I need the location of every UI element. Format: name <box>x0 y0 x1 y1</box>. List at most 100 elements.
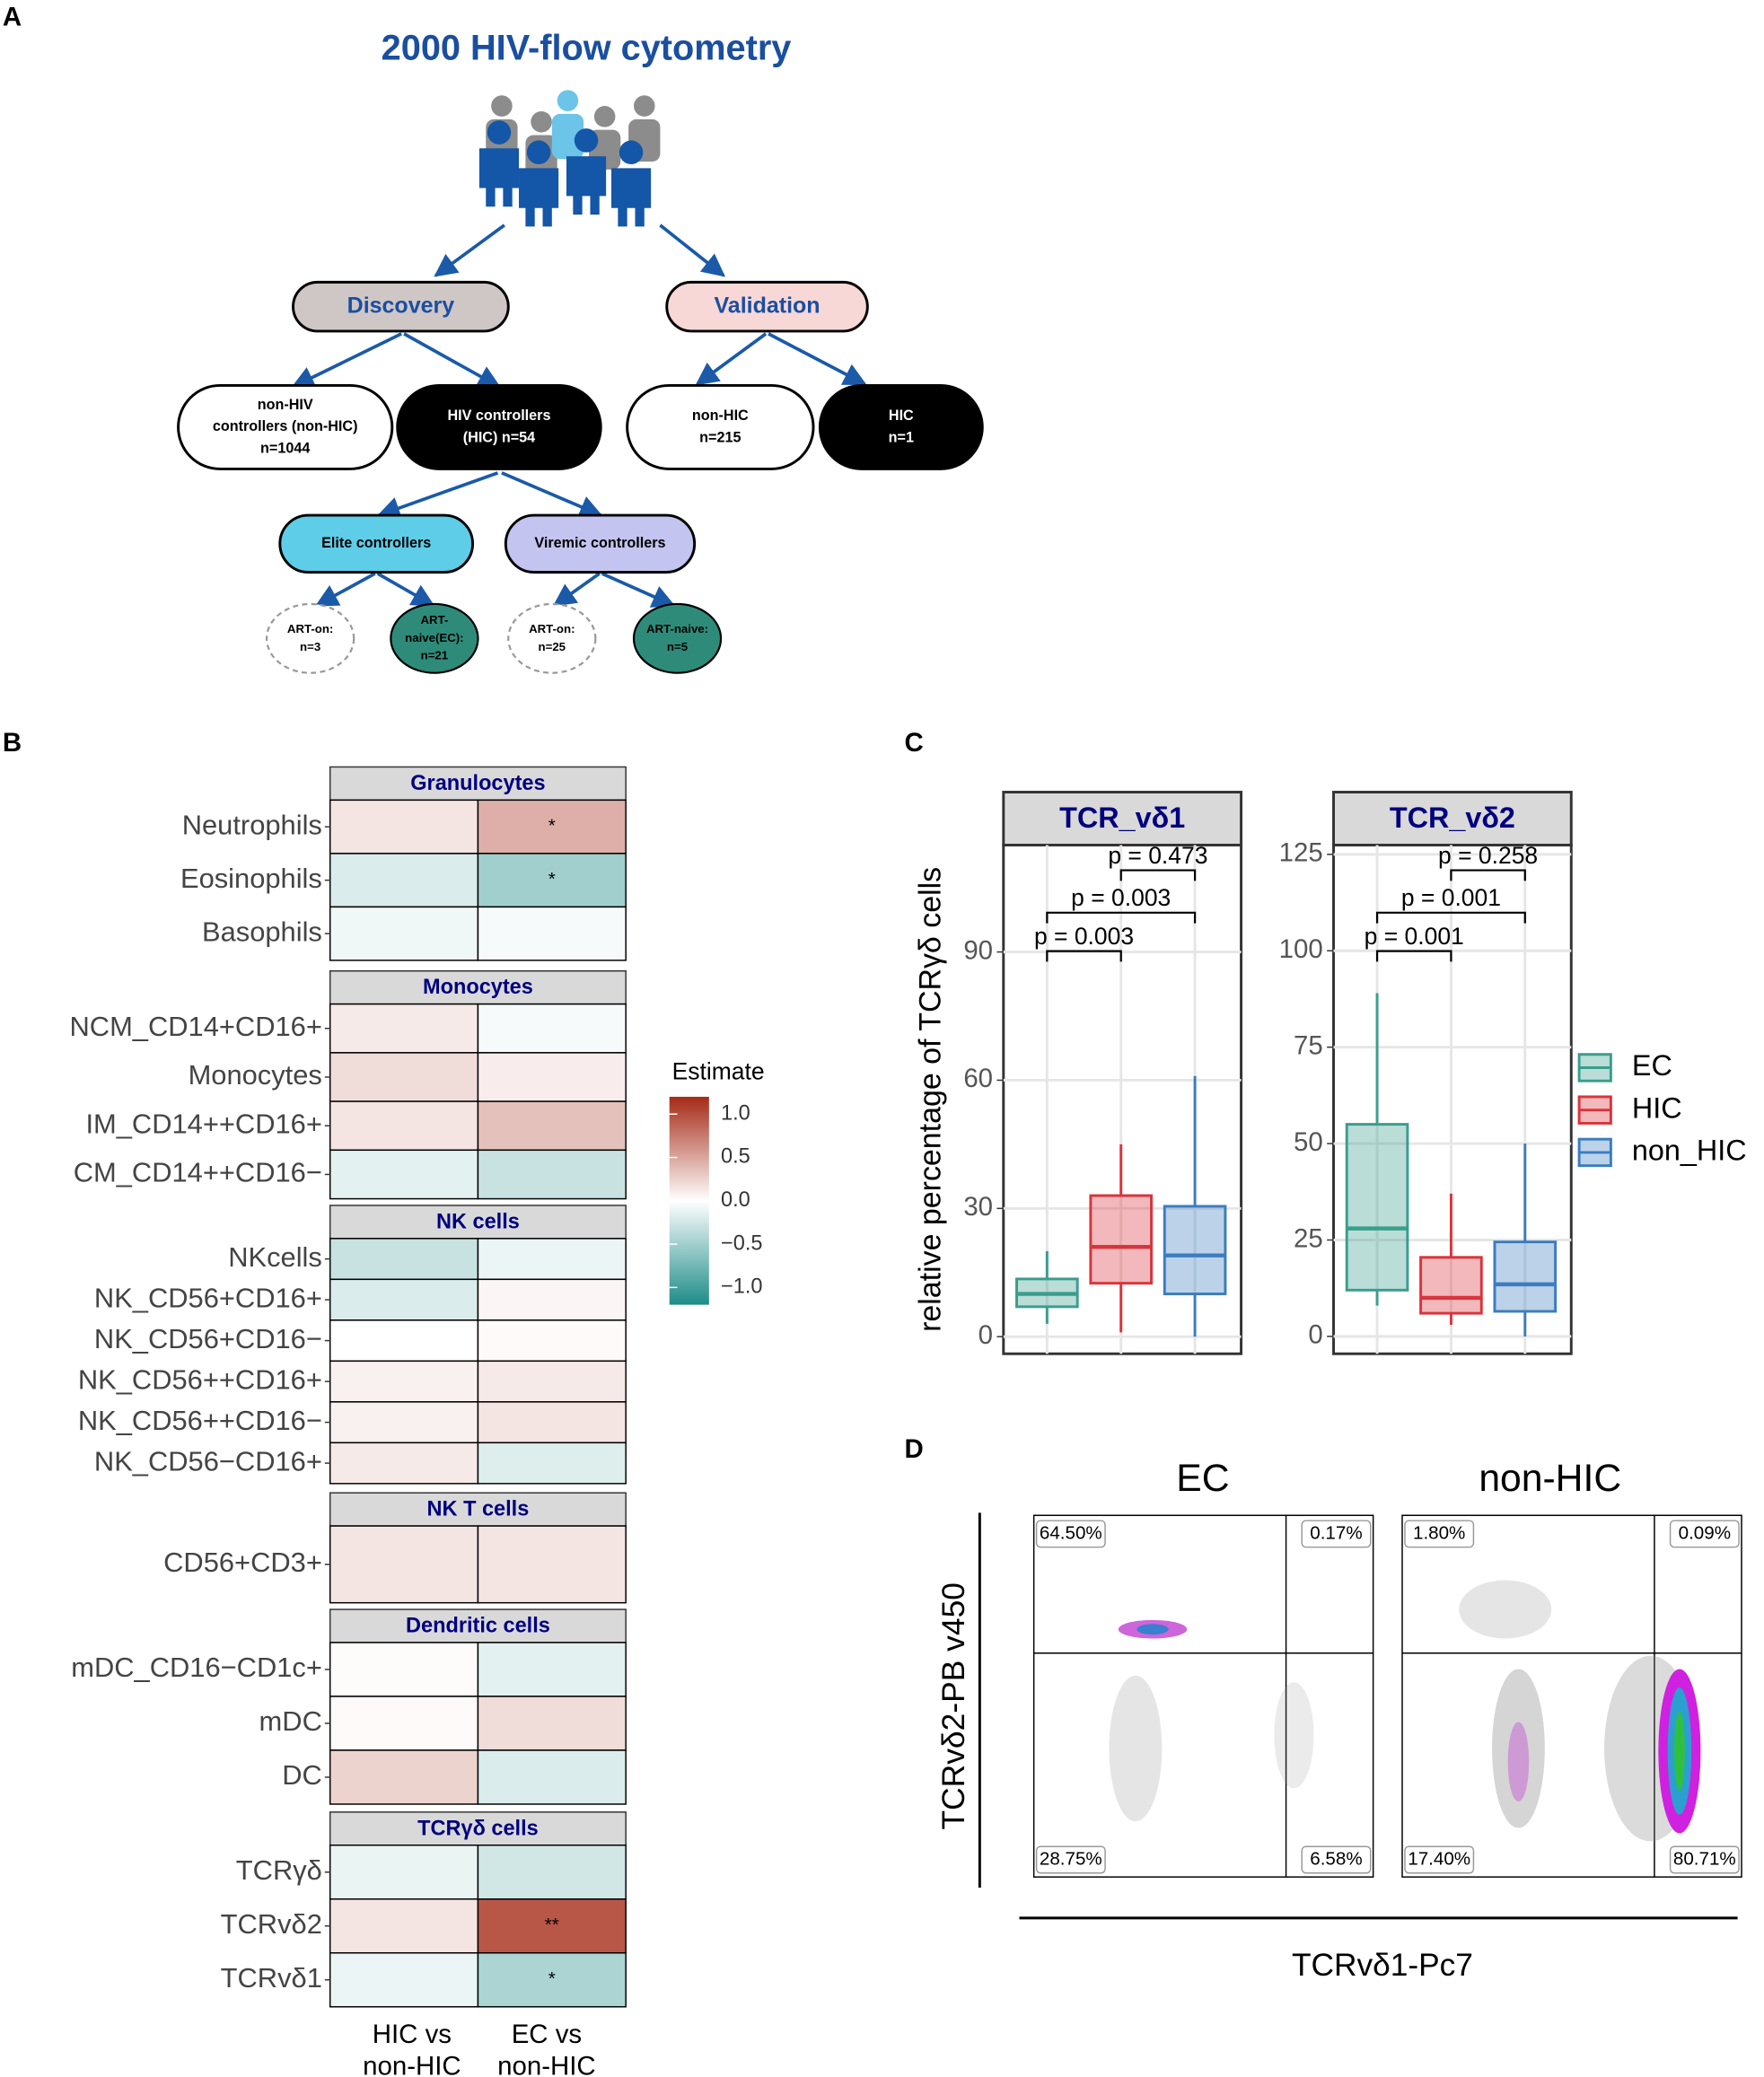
heat-cell <box>329 1952 479 2008</box>
quadrant-box <box>1301 1845 1372 1874</box>
quadrant-box <box>1035 1520 1106 1548</box>
quadrant-label: 17.40% <box>1408 1848 1470 1869</box>
y-tick-label: 0 <box>979 1320 993 1350</box>
node <box>390 602 479 674</box>
heat-cell <box>329 1696 479 1751</box>
significance: ** <box>545 1915 559 1935</box>
significance: * <box>549 869 556 890</box>
box <box>1345 1123 1409 1292</box>
quadrant-box <box>1301 1520 1372 1548</box>
box <box>1419 1256 1483 1315</box>
row-label: NK_CD56++CD16− <box>78 1405 322 1436</box>
column-label: HIC vs <box>373 2020 452 2049</box>
plot-frame <box>1401 1514 1742 1878</box>
column-label: non-HIC <box>363 2051 461 2077</box>
facet-strip <box>1002 791 1243 847</box>
heat-cell <box>329 1319 479 1363</box>
legend-tick-label: −0.5 <box>721 1231 762 1254</box>
group-title: NK cells <box>436 1209 520 1232</box>
heat-cell <box>477 1442 627 1485</box>
p-value: p = 0.001 <box>1365 923 1464 950</box>
heat-cell <box>329 1898 479 1954</box>
x-axis-label: TCRvδ1-Pc7 <box>1292 1948 1473 1983</box>
y-tick-label: 0 <box>1308 1320 1322 1350</box>
heat-cell <box>477 1401 627 1444</box>
heat-cell <box>477 1149 627 1200</box>
panel-label: B <box>3 728 22 758</box>
legend-label: EC <box>1632 1049 1672 1082</box>
row-label: TCRγδ <box>236 1854 322 1886</box>
y-tick-label: 25 <box>1294 1223 1323 1253</box>
row-label: IM_CD14++CD16+ <box>85 1108 321 1139</box>
node-label: non-HIC <box>692 408 749 424</box>
node-label: n=215 <box>699 429 741 445</box>
row-label: DC <box>282 1759 322 1791</box>
row-label: TCRvδ2 <box>221 1908 322 1940</box>
node <box>266 602 355 674</box>
facet-title: TCR_vδ1 <box>1059 802 1185 834</box>
legend-label: non_HIC <box>1632 1134 1747 1166</box>
heat-cell <box>477 1642 627 1697</box>
y-tick-label: 90 <box>963 935 993 965</box>
heat-cell <box>329 1360 479 1403</box>
node <box>396 383 602 470</box>
row-label: Basophils <box>202 916 322 947</box>
node-label: ART-naive: <box>646 622 708 635</box>
facet-strip <box>329 766 627 802</box>
legend-tick-label: 0.0 <box>721 1187 750 1211</box>
quadrant-box <box>1035 1845 1106 1874</box>
y-tick-label: 100 <box>1279 934 1323 964</box>
y-axis-label: relative percentage of TCRγδ cells <box>913 867 947 1332</box>
node-label: ART-on: <box>529 622 575 635</box>
node-label: ART- <box>420 613 448 627</box>
legend-label: HIC <box>1632 1091 1682 1124</box>
node <box>292 280 510 333</box>
node-label: Viremic controllers <box>534 535 665 551</box>
plot-frame <box>1032 1514 1374 1878</box>
heat-cell <box>329 1003 479 1054</box>
y-tick-label: 60 <box>963 1064 993 1093</box>
panel-label: D <box>905 1434 924 1464</box>
heat-cell <box>477 1696 627 1751</box>
row-label: NK_CD56+CD16− <box>94 1323 322 1354</box>
node-label: naive(EC): <box>405 631 463 644</box>
p-value: p = 0.258 <box>1438 842 1538 869</box>
significance: * <box>549 816 556 837</box>
heat-cell <box>329 1278 479 1321</box>
bracket <box>1450 869 1526 881</box>
box <box>1163 1205 1227 1296</box>
heat-cell <box>329 906 479 961</box>
box <box>1089 1194 1154 1285</box>
heat-cell <box>477 1100 627 1152</box>
row-label: Monocytes <box>189 1059 322 1091</box>
group-title: NK T cells <box>427 1497 530 1521</box>
significance: * <box>549 1968 556 1989</box>
row-label: Eosinophils <box>180 863 322 894</box>
quadrant-box <box>1404 1520 1475 1548</box>
p-value: p = 0.003 <box>1071 884 1171 911</box>
panel-a-title: 2000 HIV-flow cytometry <box>382 29 792 68</box>
node <box>818 383 984 470</box>
node <box>626 383 815 470</box>
plot-title: EC <box>1176 1457 1229 1500</box>
group-title: Monocytes <box>423 975 533 998</box>
heat-cell <box>477 1898 627 1954</box>
node-label: Elite controllers <box>321 535 431 551</box>
p-value: p = 0.001 <box>1401 884 1501 911</box>
quadrant-box <box>1404 1845 1475 1874</box>
node-label: HIV controllers <box>447 408 550 424</box>
heat-cell <box>477 1278 627 1321</box>
node-label: n=25 <box>539 640 566 653</box>
heat-cell <box>329 1149 479 1200</box>
node <box>507 602 597 674</box>
node-label: controllers (non-HIC) <box>213 418 358 434</box>
row-label: NKcells <box>228 1241 322 1273</box>
heat-cell <box>477 853 627 908</box>
facet-title: TCR_vδ2 <box>1390 802 1515 834</box>
bracket <box>1375 950 1452 962</box>
y-tick-label: 30 <box>963 1192 993 1222</box>
node <box>504 513 697 574</box>
heat-cell <box>329 1642 479 1697</box>
row-label: CM_CD14++CD16− <box>74 1157 322 1188</box>
